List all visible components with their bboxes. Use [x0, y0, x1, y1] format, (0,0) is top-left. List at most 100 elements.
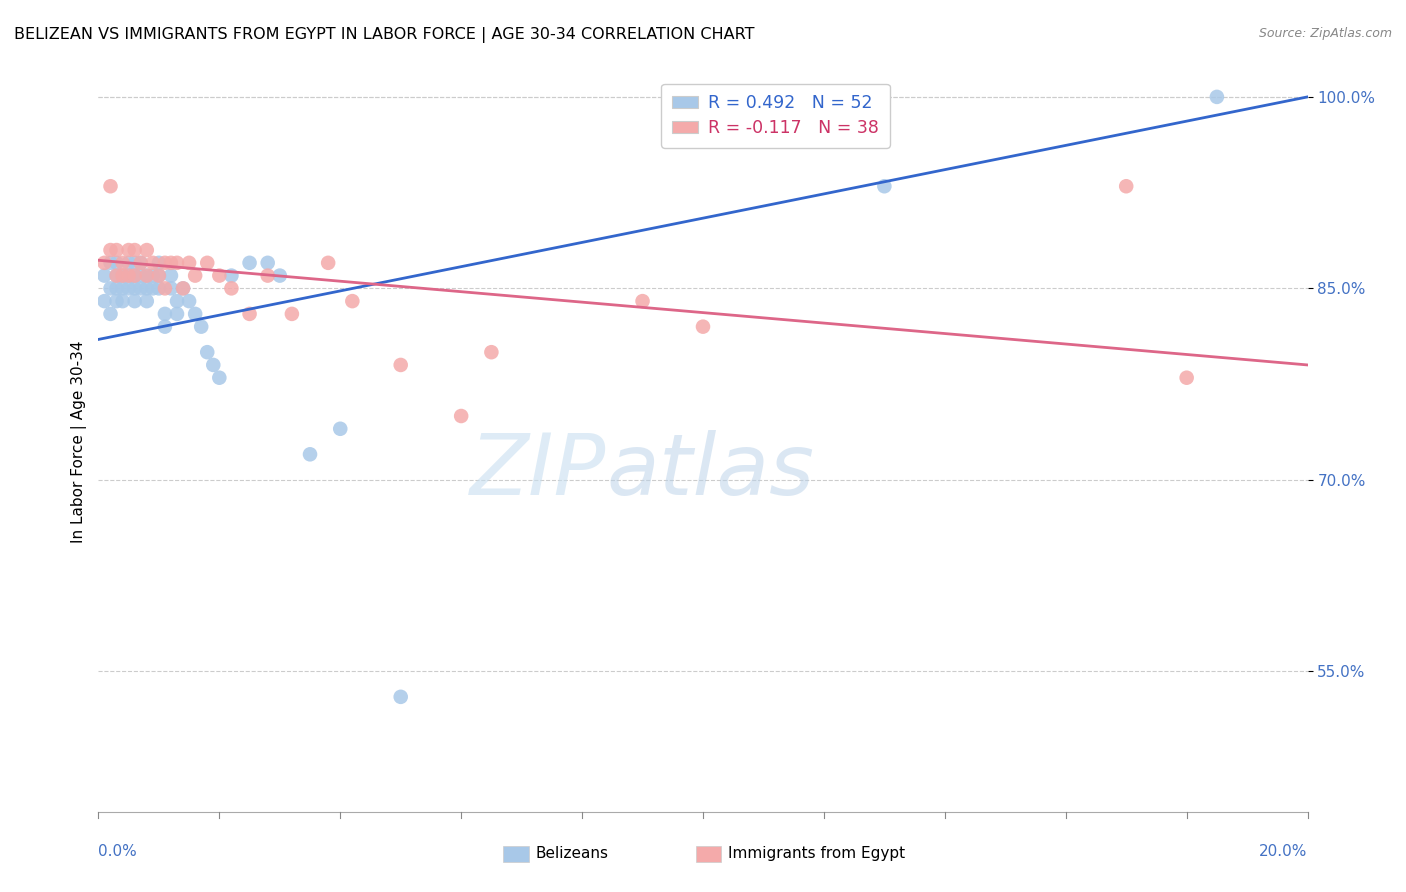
Point [316, 256, 339, 270]
Text: Immigrants from Egypt: Immigrants from Egypt [728, 847, 905, 861]
Point [153, 319, 176, 334]
Point [100, 179, 122, 194]
Point [105, 294, 128, 309]
Point [148, 281, 170, 295]
Point [160, 256, 183, 270]
Point [184, 268, 207, 283]
Text: 0.0%: 0.0% [98, 845, 138, 859]
Point [172, 281, 194, 295]
Point [124, 268, 146, 283]
Point [299, 447, 322, 461]
Point [135, 268, 157, 283]
Point [221, 281, 243, 295]
Point [100, 307, 122, 321]
Point [389, 690, 412, 704]
Point [153, 307, 176, 321]
Point [148, 256, 170, 270]
Point [221, 268, 243, 283]
Point [142, 281, 165, 295]
Point [118, 256, 141, 270]
Point [256, 256, 278, 270]
Point [208, 370, 231, 384]
Point [195, 256, 218, 270]
Text: BELIZEAN VS IMMIGRANTS FROM EGYPT IN LABOR FORCE | AGE 30-34 CORRELATION CHART: BELIZEAN VS IMMIGRANTS FROM EGYPT IN LAB… [14, 27, 755, 43]
Point [692, 319, 714, 334]
Point [135, 243, 157, 257]
Point [129, 281, 152, 295]
Point [129, 256, 152, 270]
Point [105, 243, 128, 257]
Point [148, 268, 170, 283]
Point [172, 281, 194, 295]
Point [269, 268, 291, 283]
Point [166, 256, 188, 270]
Point [281, 307, 304, 321]
Point [111, 256, 134, 270]
Point [450, 409, 472, 423]
Point [239, 307, 262, 321]
Point [105, 268, 128, 283]
Point [124, 268, 146, 283]
Point [111, 281, 134, 295]
Point [93, 256, 115, 270]
Point [256, 268, 278, 283]
Text: Belizeans: Belizeans [536, 847, 609, 861]
Point [100, 281, 122, 295]
Point [118, 243, 141, 257]
Point [105, 268, 128, 283]
Point [124, 281, 146, 295]
Point [184, 307, 207, 321]
Legend: R = 0.492   N = 52, R = -0.117   N = 38: R = 0.492 N = 52, R = -0.117 N = 38 [661, 84, 890, 147]
Point [148, 268, 170, 283]
Text: ZIP: ZIP [470, 430, 606, 513]
Point [195, 345, 218, 359]
Point [135, 294, 157, 309]
Point [202, 358, 225, 372]
Point [100, 243, 122, 257]
Point [124, 256, 146, 270]
Point [124, 243, 146, 257]
Point [208, 268, 231, 283]
Point [135, 281, 157, 295]
Point [135, 268, 157, 283]
Point [190, 319, 212, 334]
Point [111, 268, 134, 283]
Point [1175, 370, 1198, 384]
Point [124, 294, 146, 309]
Point [118, 268, 141, 283]
Point [160, 268, 183, 283]
Point [111, 294, 134, 309]
Point [93, 268, 115, 283]
Text: atlas: atlas [606, 430, 814, 513]
Point [111, 268, 134, 283]
Point [342, 294, 364, 309]
Point [166, 294, 188, 309]
Point [129, 256, 152, 270]
Point [118, 268, 141, 283]
Point [329, 422, 352, 436]
Point [1115, 179, 1137, 194]
Point [1206, 90, 1229, 104]
Point [153, 256, 176, 270]
Point [481, 345, 503, 359]
Point [631, 294, 654, 309]
Point [166, 307, 188, 321]
Y-axis label: In Labor Force | Age 30-34: In Labor Force | Age 30-34 [72, 340, 87, 543]
Point [153, 281, 176, 295]
Point [142, 268, 165, 283]
Text: Source: ZipAtlas.com: Source: ZipAtlas.com [1258, 27, 1392, 40]
Point [105, 256, 128, 270]
Point [177, 256, 201, 270]
Point [105, 281, 128, 295]
Point [160, 281, 183, 295]
Point [100, 256, 122, 270]
Point [142, 256, 165, 270]
Point [239, 256, 262, 270]
Text: 20.0%: 20.0% [1260, 845, 1308, 859]
Point [93, 294, 115, 309]
Point [389, 358, 412, 372]
Point [177, 294, 201, 309]
Point [129, 268, 152, 283]
Point [118, 281, 141, 295]
Point [873, 179, 896, 194]
